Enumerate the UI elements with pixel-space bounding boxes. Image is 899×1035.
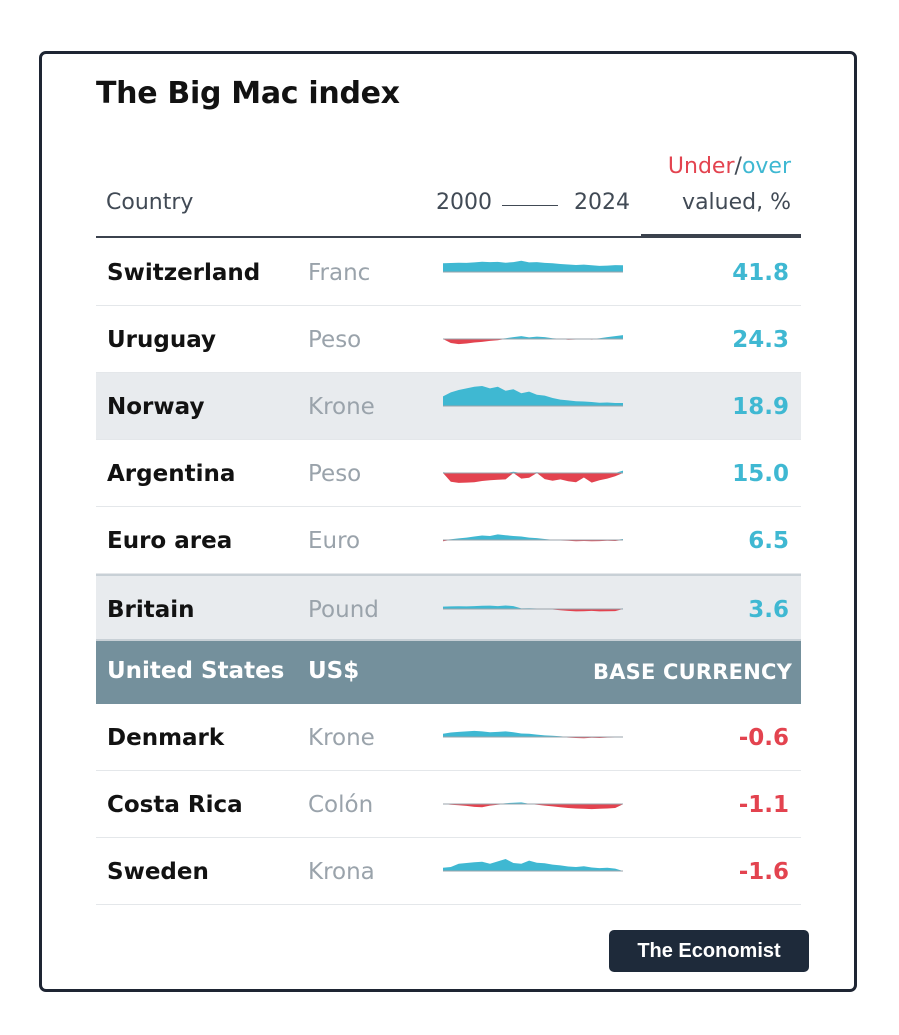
sparkline bbox=[443, 859, 623, 872]
sparkline bbox=[443, 335, 623, 345]
table-row: Switzerland Franc 41.8 bbox=[96, 239, 801, 306]
country-name: Switzerland bbox=[107, 260, 261, 286]
valuation-value: -0.6 bbox=[738, 725, 789, 751]
chart-card bbox=[39, 51, 857, 992]
table-body: Switzerland Franc 41.8 Uruguay Peso 24.3 Norwa… bbox=[96, 239, 801, 905]
header-rule-accent bbox=[641, 234, 801, 238]
sparkline bbox=[443, 802, 623, 810]
table-row: Britain Pound 3.6 bbox=[96, 574, 801, 641]
slash-label: / bbox=[734, 154, 742, 179]
sparkline-overvalued-area bbox=[443, 859, 623, 871]
table-row: Sweden Krona -1.6 bbox=[96, 838, 801, 905]
table-row: Euro area Euro 6.5 bbox=[96, 507, 801, 574]
under-label: Under bbox=[667, 154, 735, 179]
valuation-value: -1.6 bbox=[738, 859, 789, 885]
sparkline-overvalued-area bbox=[443, 730, 623, 737]
country-name: Sweden bbox=[107, 859, 209, 885]
currency-name: Krone bbox=[308, 394, 375, 420]
sparkline-overvalued-area bbox=[443, 335, 623, 339]
sparkline-overvalued-area bbox=[443, 260, 623, 272]
base-currency-row: United States US$ BASE CURRENCY bbox=[96, 641, 801, 704]
table-row: Denmark Krone -0.6 bbox=[96, 704, 801, 771]
column-header-valued: valued, % bbox=[682, 190, 791, 215]
country-name: Uruguay bbox=[107, 327, 217, 353]
year-start-label: 2000 bbox=[436, 190, 492, 215]
country-name: Costa Rica bbox=[107, 792, 243, 818]
country-name: Norway bbox=[107, 394, 205, 420]
sparkline-overvalued-area bbox=[443, 605, 623, 609]
sparkline-overvalued-area bbox=[443, 386, 623, 406]
currency-name: Peso bbox=[308, 461, 362, 487]
column-header-years: 2000 2024 bbox=[436, 190, 630, 220]
sparkline bbox=[443, 260, 623, 273]
valuation-value: 3.6 bbox=[748, 597, 789, 623]
currency-name: Krone bbox=[308, 725, 375, 751]
country-name: Denmark bbox=[107, 725, 225, 751]
chart-title: The Big Mac index bbox=[96, 76, 400, 111]
currency-name: Euro bbox=[308, 528, 361, 554]
column-header-under-over: Under/over bbox=[668, 154, 791, 179]
currency-name: Franc bbox=[308, 260, 371, 286]
sparkline-undervalued-area bbox=[443, 473, 623, 483]
valuation-value: 6.5 bbox=[748, 528, 789, 554]
currency-name: Peso bbox=[308, 327, 362, 353]
header-rule bbox=[96, 236, 801, 238]
country-name: Britain bbox=[107, 597, 195, 623]
sparkline-undervalued-area bbox=[443, 804, 623, 810]
country-name: United States bbox=[107, 658, 285, 684]
table-row: Norway Krone 18.9 bbox=[96, 373, 801, 440]
valuation-value: 15.0 bbox=[732, 461, 789, 487]
country-name: Euro area bbox=[107, 528, 233, 554]
currency-name: Pound bbox=[308, 597, 379, 623]
sparkline bbox=[443, 386, 623, 407]
year-end-label: 2024 bbox=[574, 190, 630, 215]
sparkline bbox=[443, 605, 623, 612]
valuation-value: 18.9 bbox=[732, 394, 789, 420]
currency-name: Krona bbox=[308, 859, 375, 885]
table-row: Costa Rica Colón -1.1 bbox=[96, 771, 801, 838]
table-row: Argentina Peso 15.0 bbox=[96, 440, 801, 507]
sparkline bbox=[443, 730, 623, 739]
column-header-country: Country bbox=[106, 190, 194, 215]
currency-name: Colón bbox=[308, 792, 374, 818]
table-row: Uruguay Peso 24.3 bbox=[96, 306, 801, 373]
valuation-value: 41.8 bbox=[732, 260, 789, 286]
economist-logo: The Economist bbox=[609, 930, 809, 972]
valuation-value: 24.3 bbox=[732, 327, 789, 353]
sparkline-overvalued-area bbox=[443, 534, 623, 540]
valuation-value: -1.1 bbox=[738, 792, 789, 818]
sparkline-undervalued-area bbox=[443, 609, 623, 612]
country-name: Argentina bbox=[107, 461, 236, 487]
year-range-dash bbox=[502, 205, 558, 206]
currency-name: US$ bbox=[308, 658, 360, 684]
sparkline-undervalued-area bbox=[443, 339, 623, 345]
sparkline bbox=[443, 470, 623, 483]
base-currency-label: BASE CURRENCY bbox=[593, 660, 792, 684]
over-label: over bbox=[741, 154, 791, 179]
sparkline bbox=[443, 534, 623, 542]
